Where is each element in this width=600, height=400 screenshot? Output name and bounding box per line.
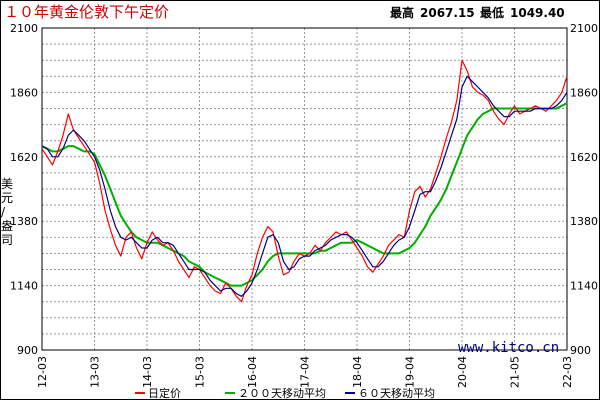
low-label: 最低 — [480, 5, 504, 20]
series-lines — [41, 59, 568, 303]
x-tick-label: 15-03 — [194, 356, 207, 388]
y-tick-label: 1620 — [570, 151, 598, 164]
chart-title: １０年黄金伦敦下午定价 — [4, 3, 169, 21]
x-tick-label: 13-03 — [89, 356, 102, 388]
x-tick-label: 14-03 — [141, 356, 154, 388]
y-tick-label: 1860 — [10, 86, 38, 99]
watermark: www.kitco.cn — [458, 340, 559, 356]
plot-border — [41, 27, 568, 351]
high-label: 最高 — [390, 5, 414, 20]
series-line-1 — [41, 102, 568, 287]
legend: 日定价 ２００天移动平均 ６０天移动平均 — [135, 386, 435, 400]
y-tick-label: 900 — [570, 344, 591, 357]
y-tick-label: 900 — [17, 344, 38, 357]
y-tick-label: 2100 — [10, 22, 38, 35]
y-tick-label: 1380 — [570, 215, 598, 228]
y-tick-label: 1140 — [570, 280, 598, 293]
y-tick-label: 2100 — [570, 22, 598, 35]
high-value: 2067.15 — [420, 6, 475, 20]
y-tick-label: 1620 — [10, 151, 38, 164]
x-tick-label: 16-04 — [246, 356, 259, 388]
x-tick-labels: 12-03 13-03 14-03 15-03 16-04 17-04 18-04 19-04… — [36, 356, 574, 388]
y-tick-label: 1140 — [10, 280, 38, 293]
legend-label: ６０天移动平均 — [358, 387, 435, 400]
legend-label: 日定价 — [148, 386, 181, 400]
legend-label: ２００天移动平均 — [238, 387, 326, 400]
low-value: 1049.40 — [510, 6, 565, 20]
y-tick-label: 1380 — [10, 215, 38, 228]
x-tick-label: 20-04 — [456, 356, 469, 388]
x-tick-label: 18-04 — [351, 356, 364, 388]
x-tick-label: 12-03 — [36, 356, 49, 388]
y-axis-label: 美元/盎司 — [1, 177, 13, 247]
y-tick-label: 1860 — [570, 86, 598, 99]
y-tick-labels-right: 900 1140 1380 1620 1860 2100 — [570, 22, 598, 357]
series-line-2 — [41, 75, 568, 297]
x-tick-label: 19-04 — [404, 356, 417, 388]
y-tick-labels-left: 900 1140 1380 1620 1860 2100 — [10, 22, 38, 357]
grid — [42, 28, 567, 350]
x-tick-label: 22-03 — [561, 356, 574, 388]
x-tick-label: 21-05 — [509, 356, 522, 388]
x-tick-label: 17-04 — [299, 356, 312, 388]
